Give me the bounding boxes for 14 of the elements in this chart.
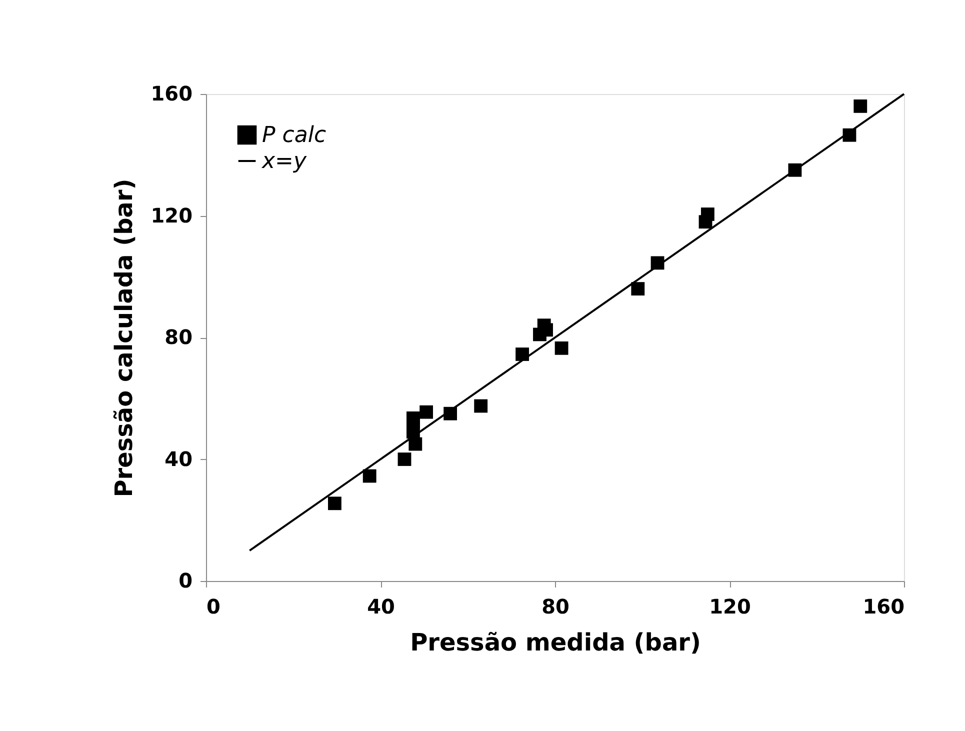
x-tick-label: 0 (206, 594, 220, 618)
x-tick-label: 160 (862, 594, 904, 618)
y-tick-label: 40 (164, 446, 192, 471)
legend-label: x=y (261, 149, 308, 174)
y-tick-label: 160 (150, 82, 192, 106)
y-tick-label: 120 (150, 203, 192, 228)
x-axis-title: Pressão medida (bar) (410, 628, 701, 656)
x-tick-label: 80 (542, 594, 570, 618)
y-axis-title: Pressão calculada (bar) (110, 178, 138, 498)
x-tick-label: 120 (709, 594, 751, 618)
x-tick-label: 40 (367, 594, 395, 618)
y-tick-label: 80 (164, 325, 192, 349)
y-tick-label: 0 (178, 568, 192, 592)
legend-label: P calc (262, 123, 326, 148)
